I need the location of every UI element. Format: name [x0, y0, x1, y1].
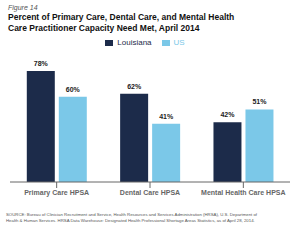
svg-text:Primary Care HPSA: Primary Care HPSA	[24, 189, 89, 197]
svg-text:Dental Care HPSA: Dental Care HPSA	[120, 189, 180, 196]
svg-text:Mental Health Care HPSA: Mental Health Care HPSA	[201, 189, 285, 196]
html-text:Care Practitioner Capacity Nee: Care Practitioner Capacity Need Met, Apr…	[8, 23, 200, 33]
html-text:Louisiana: Louisiana	[117, 38, 152, 47]
svg-text:51%: 51%	[252, 98, 267, 105]
svg-text:78%: 78%	[34, 60, 49, 67]
html-text:SOURCE: Bureau of Clinician Re: SOURCE: Bureau of Clinician Recruitment …	[6, 212, 257, 223]
svg-text:41%: 41%	[159, 113, 174, 120]
svg-text:62%: 62%	[127, 83, 142, 90]
html-text:US: US	[173, 38, 185, 47]
html-text:Percent of Primary Care, Denta: Percent of Primary Care, Dental Care, an…	[8, 12, 235, 22]
svg-text:42%: 42%	[220, 111, 235, 118]
svg-text:60%: 60%	[66, 86, 81, 93]
html-text:Figure 14: Figure 14	[8, 4, 38, 11]
